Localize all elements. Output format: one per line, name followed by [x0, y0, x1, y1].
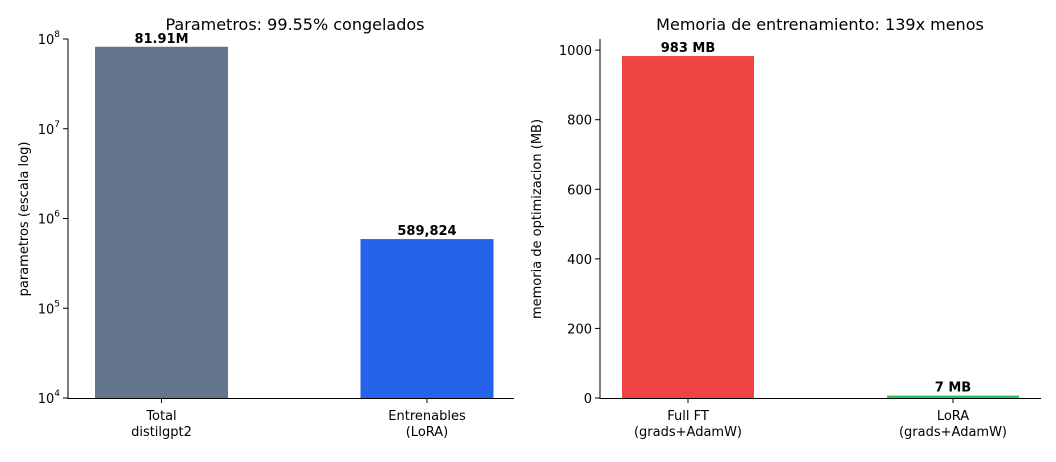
y-tick-label: 800 — [567, 114, 592, 129]
x-tick-label: LoRA — [937, 409, 969, 424]
y-tick-label: 1000 — [559, 44, 592, 59]
y-tick-label: 104 — [38, 389, 61, 407]
x-tick-label: distilgpt2 — [131, 425, 192, 440]
y-tick-label: 107 — [38, 120, 60, 138]
y-tick-label: 600 — [567, 183, 592, 198]
x-tick-label: (grads+AdamW) — [634, 425, 742, 440]
y-tick-label: 105 — [38, 299, 60, 317]
y-tick-base: 10 — [38, 392, 55, 407]
y-tick-base: 10 — [38, 213, 55, 228]
y-tick-base: 10 — [38, 33, 55, 48]
y-tick-exponent: 6 — [54, 210, 60, 220]
x-tick-label: (grads+AdamW) — [899, 425, 1007, 440]
bar-data-label: 589,824 — [397, 224, 456, 239]
y-tick-base: 10 — [38, 302, 55, 317]
x-axis-ticks: Full FT(grads+AdamW)LoRA(grads+AdamW) — [634, 398, 1007, 440]
bar — [622, 56, 754, 399]
chart-panel-params: Parametros: 99.55% congelados parametros… — [17, 15, 514, 440]
x-tick-label: Total — [145, 409, 176, 424]
bar-data-label: 81.91M — [134, 32, 188, 47]
y-tick-label: 0 — [584, 392, 592, 407]
y-axis-label: memoria de optimizacion (MB) — [530, 119, 545, 319]
y-axis-ticks: 0 200 400 600 800 1000 — [559, 44, 600, 407]
chart-title: Parametros: 99.55% congelados — [166, 15, 425, 34]
bar-data-label: 983 MB — [661, 41, 716, 56]
bars: 81.91M 589,824 — [95, 32, 494, 398]
bars: 983 MB 7 MB — [622, 41, 1019, 399]
bar — [95, 46, 228, 398]
y-axis-label: parametros (escala log) — [17, 142, 32, 297]
y-tick-label: 400 — [567, 253, 592, 268]
x-tick-label: Entrenables — [388, 409, 466, 424]
x-tick-label: (LoRA) — [406, 425, 449, 440]
y-tick-label: 106 — [38, 210, 61, 228]
y-tick-exponent: 7 — [54, 120, 60, 130]
y-tick-label: 200 — [567, 322, 592, 337]
y-tick-exponent: 8 — [54, 30, 60, 40]
chart-panel-memory: Memoria de entrenamiento: 139x menos mem… — [530, 15, 1041, 440]
y-tick-exponent: 5 — [54, 299, 60, 309]
chart-title: Memoria de entrenamiento: 139x menos — [656, 15, 984, 34]
bar-data-label: 7 MB — [935, 381, 971, 396]
axis-spines — [67, 39, 514, 399]
axis-spines — [599, 39, 1041, 399]
bar — [887, 395, 1019, 398]
y-tick-label: 108 — [38, 30, 61, 48]
bar — [360, 239, 494, 398]
y-tick-exponent: 4 — [54, 389, 60, 399]
y-tick-base: 10 — [38, 123, 55, 138]
x-tick-label: Full FT — [667, 409, 709, 424]
